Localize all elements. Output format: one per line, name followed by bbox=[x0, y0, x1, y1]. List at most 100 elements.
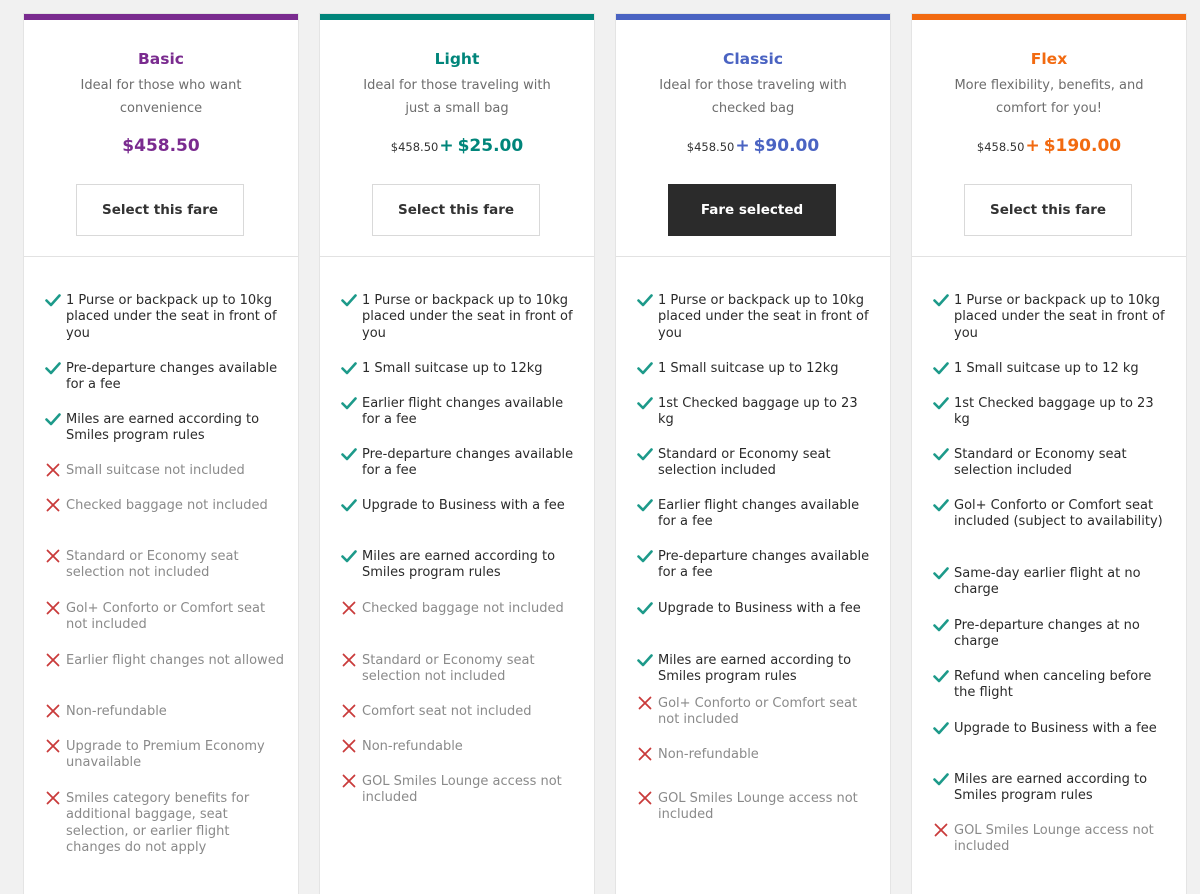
close-icon bbox=[637, 747, 658, 763]
feature-item: Miles are earned according to Smiles pro… bbox=[637, 653, 876, 686]
feature-item: Earlier flight changes not allowed bbox=[45, 653, 284, 669]
feature-text: Standard or Economy seat selection inclu… bbox=[954, 447, 1127, 479]
feature-item: Earlier flight changes available for a f… bbox=[637, 498, 876, 531]
check-icon bbox=[341, 498, 362, 514]
check-icon bbox=[637, 293, 658, 309]
feature-item: Smiles category benefits for additional … bbox=[45, 791, 284, 857]
feature-item: Small suitcase not included bbox=[45, 463, 284, 479]
feature-item: Upgrade to Business with a fee bbox=[933, 721, 1172, 737]
fare-base-price: $458.50 bbox=[390, 140, 439, 154]
feature-item: Checked baggage not included bbox=[45, 498, 284, 514]
close-icon bbox=[45, 463, 66, 479]
select-fare-button[interactable]: Select this fare bbox=[372, 184, 540, 236]
close-icon bbox=[933, 823, 954, 839]
feature-text: GOL Smiles Lounge access not included bbox=[362, 774, 562, 806]
check-icon bbox=[637, 447, 658, 463]
feature-text: Checked baggage not included bbox=[362, 601, 564, 616]
fare-card-classic: Classic Ideal for those traveling with c… bbox=[616, 14, 890, 894]
feature-item: Standard or Economy seat selection inclu… bbox=[933, 447, 1172, 480]
feature-item: Miles are earned according to Smiles pro… bbox=[933, 772, 1172, 805]
fare-header: Classic Ideal for those traveling with c… bbox=[616, 20, 890, 257]
check-icon bbox=[933, 361, 954, 377]
fare-name: Classic bbox=[722, 50, 784, 68]
fare-card-flex: Flex More flexibility, benefits, and com… bbox=[912, 14, 1186, 894]
feature-item: Non-refundable bbox=[45, 704, 284, 720]
feature-item: Pre-departure changes available for a fe… bbox=[637, 549, 876, 582]
feature-text: Standard or Economy seat selection inclu… bbox=[658, 447, 831, 479]
close-icon bbox=[637, 791, 658, 807]
feature-text: Refund when canceling before the flight bbox=[954, 669, 1152, 701]
feature-text: 1 Small suitcase up to 12kg bbox=[658, 361, 839, 376]
fare-header: Basic Ideal for those who want convenien… bbox=[24, 20, 298, 257]
check-icon bbox=[933, 618, 954, 634]
feature-item: 1 Purse or backpack up to 10kg placed un… bbox=[45, 293, 284, 342]
fare-added-price: $90.00 bbox=[753, 136, 820, 156]
feature-item: Miles are earned according to Smiles pro… bbox=[45, 412, 284, 445]
fare-description: Ideal for those traveling with checked b… bbox=[659, 78, 847, 116]
fare-description: Ideal for those who want convenience bbox=[80, 78, 242, 116]
feature-text: Pre-departure changes at no charge bbox=[954, 618, 1140, 650]
check-icon bbox=[933, 293, 954, 309]
select-fare-button[interactable]: Select this fare bbox=[76, 184, 244, 236]
fare-selected-button[interactable]: Fare selected bbox=[668, 184, 836, 236]
check-icon bbox=[341, 293, 362, 309]
feature-text: Pre-departure changes available for a fe… bbox=[362, 447, 574, 479]
feature-text: GOL Smiles Lounge access not included bbox=[658, 791, 858, 823]
close-icon bbox=[341, 601, 362, 617]
check-icon bbox=[45, 412, 66, 428]
feature-text: GOL Smiles Lounge access not included bbox=[954, 823, 1154, 855]
check-icon bbox=[933, 396, 954, 412]
feature-item: 1 Purse or backpack up to 10kg placed un… bbox=[637, 293, 876, 342]
feature-text: Comfort seat not included bbox=[362, 704, 532, 719]
close-icon bbox=[341, 739, 362, 755]
close-icon bbox=[45, 601, 66, 617]
feature-item: 1 Purse or backpack up to 10kg placed un… bbox=[933, 293, 1172, 342]
fare-color-bar bbox=[320, 14, 594, 20]
close-icon bbox=[637, 696, 658, 712]
feature-text: 1 Small suitcase up to 12 kg bbox=[954, 361, 1139, 376]
check-icon bbox=[341, 396, 362, 412]
feature-text: Upgrade to Business with a fee bbox=[362, 498, 565, 513]
feature-text: Earlier flight changes not allowed bbox=[66, 653, 284, 668]
close-icon bbox=[341, 653, 362, 669]
check-icon bbox=[637, 549, 658, 565]
fare-name: Basic bbox=[137, 50, 184, 68]
check-icon bbox=[933, 447, 954, 463]
price-plus-sign: + bbox=[1025, 136, 1040, 156]
feature-text: 1 Purse or backpack up to 10kg placed un… bbox=[66, 293, 277, 341]
check-icon bbox=[341, 447, 362, 463]
feature-item: Upgrade to Premium Economy unavailable bbox=[45, 739, 284, 772]
select-fare-button[interactable]: Select this fare bbox=[964, 184, 1132, 236]
feature-text: Miles are earned according to Smiles pro… bbox=[954, 772, 1148, 804]
fare-price: $458.50 + $190.00 bbox=[912, 136, 1186, 156]
fare-price: $458.50 + $25.00 bbox=[320, 136, 594, 156]
fare-name: Light bbox=[434, 50, 480, 68]
feature-text: 1 Purse or backpack up to 10kg placed un… bbox=[362, 293, 573, 341]
feature-item: GOL Smiles Lounge access not included bbox=[637, 791, 876, 824]
feature-item: Gol+ Conforto or Comfort seat included (… bbox=[933, 498, 1172, 531]
fare-description: More flexibility, benefits, and comfort … bbox=[954, 78, 1144, 116]
feature-item: Standard or Economy seat selection not i… bbox=[45, 549, 284, 582]
feature-text: Gol+ Conforto or Comfort seat not includ… bbox=[66, 601, 266, 633]
feature-text: Standard or Economy seat selection not i… bbox=[362, 653, 535, 685]
feature-text: Upgrade to Business with a fee bbox=[658, 601, 861, 616]
feature-item: Standard or Economy seat selection inclu… bbox=[637, 447, 876, 480]
feature-text: Gol+ Conforto or Comfort seat not includ… bbox=[658, 696, 858, 728]
check-icon bbox=[341, 361, 362, 377]
fare-added-price: $190.00 bbox=[1043, 136, 1122, 156]
feature-item: Pre-departure changes available for a fe… bbox=[45, 361, 284, 394]
feature-item: 1st Checked baggage up to 23 kg bbox=[933, 396, 1172, 429]
close-icon bbox=[45, 739, 66, 755]
feature-text: Pre-departure changes available for a fe… bbox=[66, 361, 278, 393]
close-icon bbox=[45, 791, 66, 807]
price-plus-sign: + bbox=[439, 136, 454, 156]
close-icon bbox=[45, 704, 66, 720]
feature-item: Gol+ Conforto or Comfort seat not includ… bbox=[45, 601, 284, 634]
close-icon bbox=[45, 549, 66, 565]
check-icon bbox=[45, 361, 66, 377]
feature-item: 1st Checked baggage up to 23 kg bbox=[637, 396, 876, 429]
check-icon bbox=[637, 601, 658, 617]
check-icon bbox=[637, 653, 658, 669]
feature-text: Upgrade to Business with a fee bbox=[954, 721, 1157, 736]
feature-text: Smiles category benefits for additional … bbox=[66, 791, 250, 856]
